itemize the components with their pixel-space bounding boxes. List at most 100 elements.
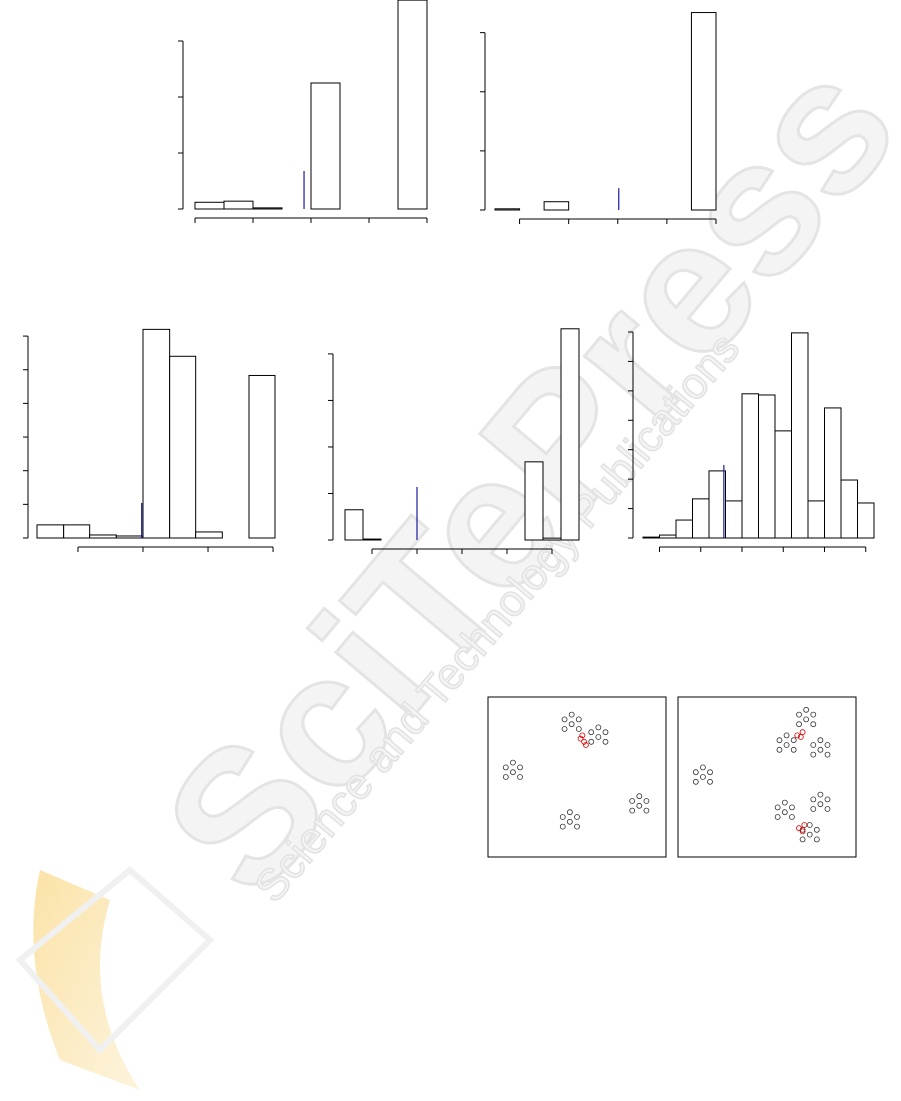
watermark: SciTePress Science and Technology Public… [15,19,901,1090]
point [588,738,595,745]
bar [89,534,117,539]
bar [524,461,544,541]
point [559,814,566,820]
bar [542,537,562,541]
point [801,822,808,828]
point [636,793,643,800]
scatter-frame [487,696,667,858]
point [636,802,643,809]
point [559,823,566,830]
bar [494,208,521,211]
point [781,799,788,806]
point [776,746,783,753]
point [700,764,706,771]
point [561,716,568,723]
scatter-frame [677,696,857,858]
bar [807,500,825,539]
bar [725,500,743,539]
bar [142,328,171,539]
point [700,774,706,780]
point [629,807,636,814]
logo-diamond [15,866,215,1055]
point [783,732,790,739]
point [790,737,797,744]
bar [560,328,580,541]
point [796,721,802,728]
point [568,721,575,728]
point [799,729,806,736]
point [502,774,509,780]
point [574,814,580,820]
point [583,742,589,748]
bar [840,479,858,539]
point [813,836,820,843]
point [595,724,602,731]
point [810,806,817,812]
point [789,804,795,811]
point [707,769,713,776]
point [781,809,788,816]
point [789,814,795,820]
point [810,742,817,748]
point [575,726,582,732]
point [595,734,602,740]
point [824,742,831,748]
bar [642,536,660,539]
point [803,706,810,713]
point [790,746,797,753]
point [579,732,586,739]
bar [774,430,792,539]
point [581,738,588,745]
point [577,735,584,742]
point [824,806,831,812]
point [561,726,568,732]
point [502,764,509,771]
bar [708,470,726,539]
bar [690,12,717,211]
bar [248,374,276,539]
point [817,801,824,808]
bar [115,535,144,539]
point [643,807,650,814]
bar [543,201,570,211]
point [517,764,523,771]
bar [758,394,776,539]
point [799,836,806,843]
point [794,732,801,739]
point [813,826,820,833]
point [799,828,806,835]
point [510,769,516,776]
bar [252,207,283,210]
point [817,737,824,744]
point [824,751,831,758]
bar [692,498,710,539]
point [783,742,790,748]
point [692,769,699,776]
point [806,822,813,828]
bar [741,393,759,539]
point [707,778,713,785]
bar [223,200,254,210]
bar [194,201,225,210]
point [629,798,636,804]
point [776,737,783,744]
bar [195,531,223,539]
bar [857,502,875,539]
point [810,721,817,728]
bar [397,0,428,210]
bar [362,538,382,541]
point [796,825,802,832]
point [575,716,582,723]
point [574,823,580,830]
point [810,796,817,803]
point [799,826,806,833]
point [803,716,810,723]
point [602,729,609,736]
point [510,759,516,766]
point [810,751,817,758]
point [796,711,802,718]
bar [169,355,197,539]
point [817,791,824,798]
point [588,729,595,736]
